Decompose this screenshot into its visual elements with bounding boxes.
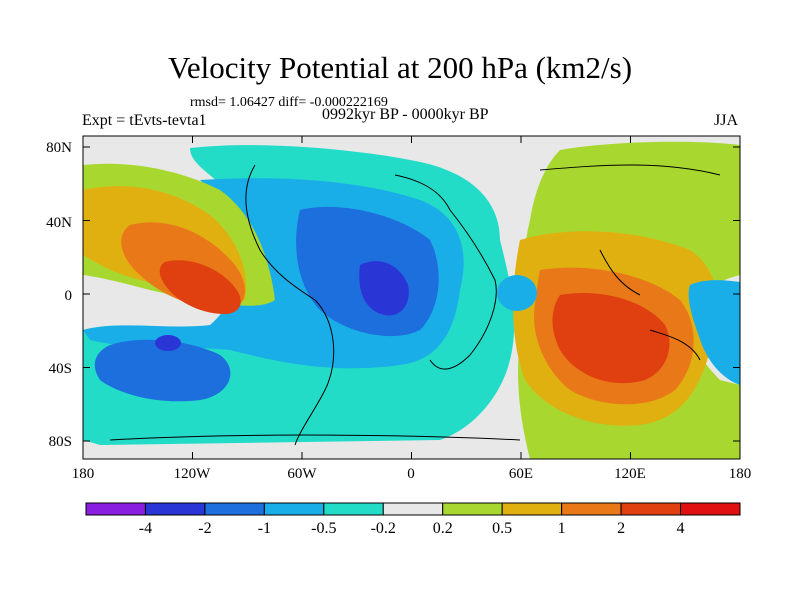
stats-line: rmsd= 1.06427 diff= -0.000222169 — [190, 95, 388, 110]
lon-label-60e: 60E — [508, 466, 534, 482]
colorbar-label: -0.5 — [311, 520, 337, 537]
lon-label-180w: 180 — [71, 466, 95, 482]
season-label: JJA — [714, 112, 739, 129]
lat-label-40n: 40N — [46, 215, 72, 231]
colorbar-swatch — [263, 502, 325, 516]
colorbar-label: 0.2 — [432, 520, 453, 537]
colorbar-label: -2 — [198, 520, 212, 537]
lat-label-40s: 40S — [48, 361, 72, 377]
colorbar-swatch — [442, 502, 503, 516]
colorbar-swatch — [204, 502, 265, 516]
colorbar — [85, 502, 741, 516]
map-field — [83, 136, 740, 459]
colorbar-swatch — [501, 502, 563, 516]
lat-label-0: 0 — [64, 288, 73, 304]
period-label: 0992kyr BP - 0000kyr BP — [322, 106, 489, 123]
colorbar-swatch — [85, 502, 146, 516]
colorbar-swatch — [620, 502, 682, 516]
colorbar-swatch — [680, 502, 741, 516]
lon-label-0: 0 — [407, 466, 415, 482]
colorbar-label: 2 — [617, 520, 626, 537]
colorbar-swatch — [382, 502, 444, 516]
colorbar-label: -4 — [138, 520, 153, 537]
colorbar-label: -0.2 — [370, 520, 396, 537]
colorbar-label: -1 — [257, 520, 272, 537]
colorbar-label: 0.5 — [492, 520, 513, 537]
lon-label-180e: 180 — [728, 466, 752, 482]
lon-label-60w: 60W — [287, 466, 317, 482]
lon-label-120w: 120W — [173, 466, 211, 482]
colorbar-label: 1 — [557, 520, 566, 537]
lon-label-120e: 120E — [614, 466, 646, 482]
experiment-label: Expt = tEvts-tevta1 — [82, 112, 207, 129]
lat-label-80n: 80N — [46, 140, 72, 156]
colorbar-swatch — [561, 502, 622, 516]
colorbar-swatch — [144, 502, 206, 516]
colorbar-label: 4 — [676, 520, 685, 537]
plot-title: Velocity Potential at 200 hPa (km2/s) — [167, 50, 633, 85]
lat-label-80s: 80S — [48, 434, 72, 450]
colorbar-swatch — [323, 502, 384, 516]
